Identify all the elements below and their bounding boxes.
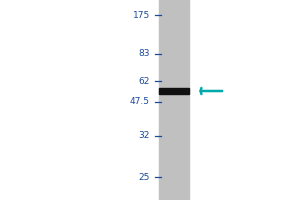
Text: 47.5: 47.5 — [130, 98, 150, 106]
Text: 62: 62 — [139, 76, 150, 86]
Text: 175: 175 — [133, 10, 150, 20]
Text: 32: 32 — [139, 132, 150, 140]
Text: 83: 83 — [139, 49, 150, 58]
Bar — [159, 88, 189, 94]
Bar — [159, 0, 189, 200]
Text: 25: 25 — [139, 172, 150, 182]
